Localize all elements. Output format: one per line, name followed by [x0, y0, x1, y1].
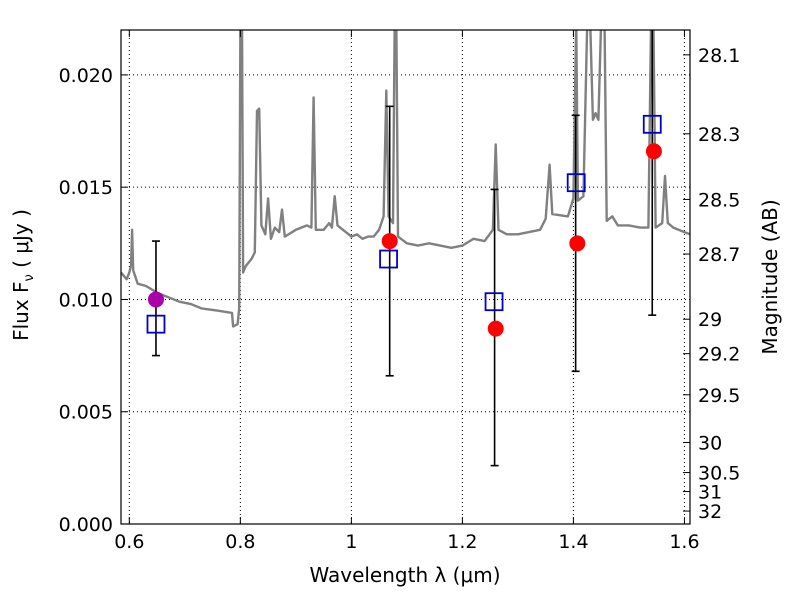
y-tick-label: 0.005: [59, 402, 113, 424]
spectrum-line: [121, 30, 690, 328]
y2-tick-label: 32: [698, 501, 722, 523]
x-tick-label: 1.4: [558, 531, 588, 553]
observed-point-circle: [569, 235, 586, 252]
y-axis-title: Flux Fν ( μJy ): [9, 209, 37, 341]
plot-frame: [120, 29, 691, 525]
y-tick-label: 0.010: [59, 289, 113, 311]
y2-tick-label: 28.3: [698, 124, 740, 146]
tick-labels: 0.6 0.8 1 1.2 1.4 1.6 0.000 0.005 0.010 0.015 0.02…: [59, 45, 741, 553]
error-bar: [648, 30, 657, 316]
observed-point-circle: [147, 291, 164, 308]
y2-tick-label: 29: [698, 309, 722, 331]
model-point-square: [484, 292, 504, 312]
observed-point-circle: [381, 233, 398, 250]
x-tick-label: 0.6: [114, 531, 144, 553]
x-tick-label: 1.2: [447, 531, 477, 553]
y2-tick-label: 29.5: [698, 385, 740, 407]
y-tick-label: 0.020: [59, 65, 113, 87]
series-layer: [121, 30, 690, 467]
x-tick-label: 1: [345, 531, 357, 553]
observed-point-circle: [645, 143, 662, 160]
model-point-square: [566, 173, 586, 193]
ticks: [121, 30, 690, 525]
model-point-square: [146, 314, 166, 334]
y-tick-label: 0.000: [59, 514, 113, 536]
y2-tick-label: 28.7: [698, 244, 740, 266]
y2-tick-label: 28.5: [698, 189, 740, 211]
x-axis-title: Wavelength λ (μm): [309, 563, 500, 587]
model-point-square: [379, 249, 398, 269]
y2-tick-label: 29.2: [698, 344, 740, 366]
y2-tick-label: 31: [698, 482, 722, 504]
y2-tick-label: 30: [698, 432, 722, 454]
y2-tick-label: 28.1: [698, 45, 740, 67]
observed-point-circle: [487, 320, 504, 337]
model-point-square: [642, 114, 662, 134]
y-axis-title-main: Flux F: [9, 281, 33, 340]
y2-axis-title: Magnitude (AB): [758, 199, 782, 354]
x-tick-label: 1.6: [669, 531, 699, 553]
x-tick-label: 0.8: [225, 531, 255, 553]
y2-tick-label: 30.5: [698, 463, 740, 485]
y-tick-label: 0.015: [59, 177, 113, 199]
y-axis-title-subscript: ν: [22, 274, 37, 281]
y-axis-title-unit: ( μJy ): [9, 209, 33, 274]
